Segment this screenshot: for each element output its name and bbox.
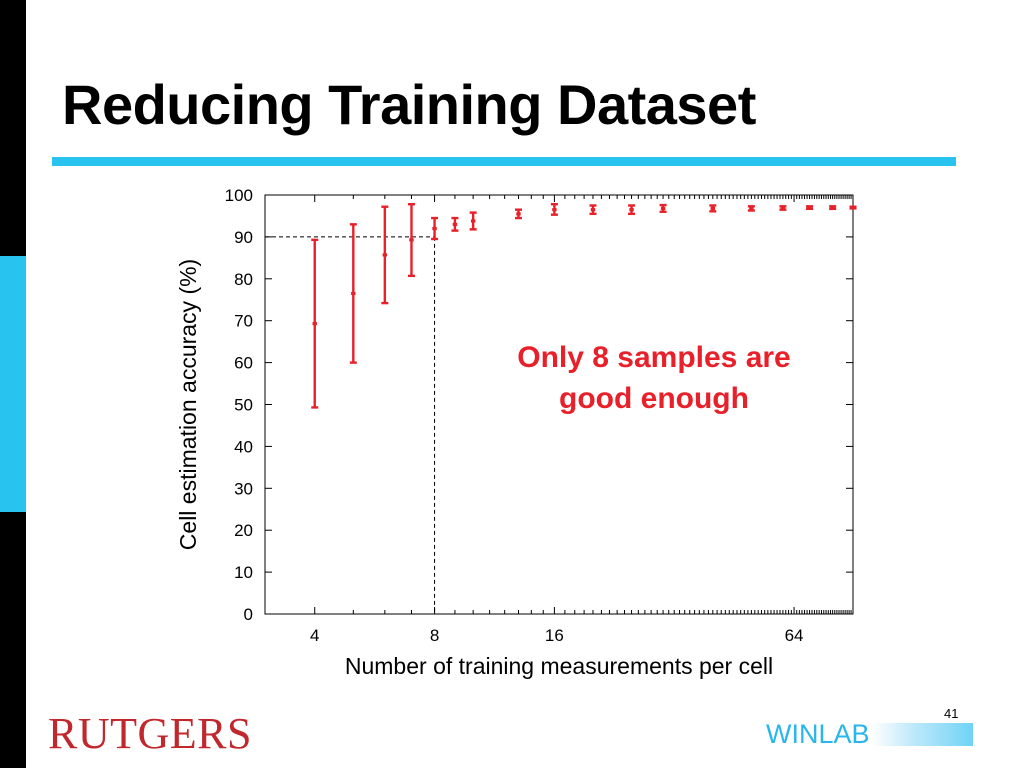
data-point — [749, 206, 754, 211]
y-tick-label: 90 — [234, 228, 253, 247]
data-point — [850, 205, 856, 210]
annotation-line-1: Only 8 samples are — [517, 341, 791, 374]
rutgers-logo: RUTGERS — [48, 708, 252, 759]
y-tick-label: 0 — [244, 605, 253, 624]
page-number: 41 — [944, 706, 959, 721]
y-tick-label: 10 — [234, 563, 253, 582]
y-tick-label: 60 — [234, 354, 253, 373]
y-tick-label: 40 — [234, 437, 253, 456]
accuracy-chart: 0 10 20 30 40 50 60 70 80 90 100 4 8 16 64 Number of tr… — [175, 186, 857, 679]
data-point — [629, 208, 634, 212]
rutgers-logo-text: RUTGERS — [48, 709, 252, 758]
data-point — [452, 222, 458, 226]
x-tick-label: 8 — [430, 626, 439, 645]
winlab-logo-gradient — [872, 723, 973, 746]
winlab-logo: WINLAB — [766, 721, 973, 748]
x-tick-label: 16 — [545, 626, 564, 645]
data-point — [552, 208, 557, 212]
x-tick-label: 64 — [785, 626, 804, 645]
data-point — [660, 206, 666, 211]
y-tick-label: 20 — [234, 521, 253, 540]
data-point — [590, 208, 596, 212]
data-point — [830, 205, 835, 210]
y-tick-label: 100 — [225, 186, 253, 205]
data-point — [780, 206, 786, 210]
y-tick-label: 30 — [234, 479, 253, 498]
data-point — [470, 219, 476, 223]
data-point — [710, 206, 716, 211]
data-point — [432, 226, 437, 231]
slide-title: Reducing Training Dataset — [62, 73, 756, 136]
annotation-line-2: good enough — [559, 382, 749, 415]
y-tick-label: 80 — [234, 270, 253, 289]
x-tick-label: 4 — [310, 626, 319, 645]
data-point — [312, 322, 317, 326]
chart-annotation: Only 8 samples are good enough — [478, 337, 830, 419]
side-bar-accent — [0, 256, 26, 512]
y-tick-label: 50 — [234, 396, 253, 415]
data-point — [351, 291, 356, 296]
data-point — [382, 253, 388, 257]
data-point — [807, 205, 812, 210]
winlab-logo-text: WINLAB — [766, 719, 870, 749]
data-point — [516, 212, 521, 216]
title-underline — [52, 157, 956, 166]
x-axis-label: Number of training measurements per cell — [345, 653, 773, 679]
y-tick-label: 70 — [234, 312, 253, 331]
data-point — [409, 238, 414, 242]
y-axis-label: Cell estimation accuracy (%) — [175, 259, 201, 550]
